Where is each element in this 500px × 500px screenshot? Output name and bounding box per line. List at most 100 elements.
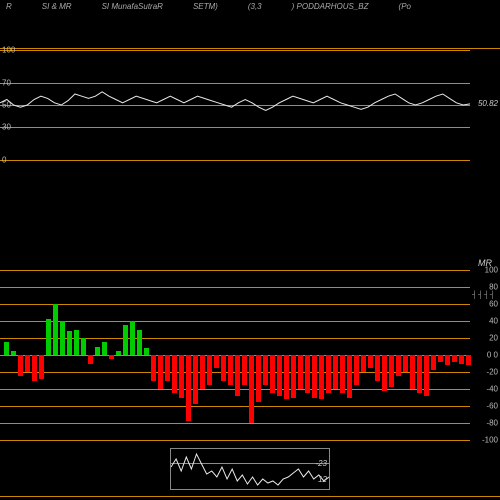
mr-bar <box>263 355 268 385</box>
axis-tick-label: 80 <box>489 283 498 292</box>
axis-tick-label: 20 <box>489 334 498 343</box>
hdr-6: (Po <box>399 2 411 11</box>
gridline <box>0 160 470 161</box>
mr-bar <box>389 355 394 387</box>
mr-bar <box>32 355 37 381</box>
mini-line-chart <box>171 449 329 489</box>
mr-bar <box>459 355 464 364</box>
mr-bar <box>151 355 156 381</box>
mr-bar <box>270 355 275 393</box>
mr-bar <box>123 325 128 355</box>
mini-panel: -23 12 <box>170 448 330 490</box>
gridline <box>0 304 470 305</box>
mr-bar <box>116 351 121 355</box>
mr-bar <box>18 355 23 376</box>
mr-bar <box>11 351 16 355</box>
gridline <box>0 406 470 407</box>
mr-bar <box>403 355 408 372</box>
axis-tick-label: 60 <box>489 300 498 309</box>
mr-bar <box>256 355 261 402</box>
mr-bar <box>39 355 44 379</box>
mr-bar <box>354 355 359 385</box>
axis-tick-label: 0 0 <box>487 351 498 360</box>
mr-bar <box>130 321 135 355</box>
mr-bar <box>207 355 212 385</box>
gridline <box>0 270 470 271</box>
mr-bar <box>452 355 457 362</box>
hdr-0: R <box>6 2 12 11</box>
rsi-value-label: 50.82 <box>478 99 498 108</box>
mr-bar <box>193 355 198 404</box>
mr-bar <box>228 355 233 385</box>
mr-bar <box>277 355 282 396</box>
mr-bar <box>466 355 471 365</box>
axis-tick-label: -20 <box>486 368 498 377</box>
mr-bar <box>67 331 72 355</box>
mr-bar <box>410 355 415 389</box>
mr-bar <box>172 355 177 393</box>
chart-header: R SI & MR SI MunafaSutraR SETM) (3,3 ) P… <box>0 0 500 13</box>
mr-bar <box>284 355 289 399</box>
mr-bar-panel: 100806040200 0-20-40-60-80-100 <box>0 270 470 440</box>
gridline <box>0 440 470 441</box>
mr-bar <box>305 355 310 393</box>
mr-bar <box>291 355 296 398</box>
hdr-5: ) PODDARHOUS_BZ <box>292 2 369 11</box>
mr-bar <box>109 355 114 359</box>
rsi-line-chart <box>0 50 470 160</box>
mr-bar <box>165 355 170 381</box>
axis-tick-label: -60 <box>486 402 498 411</box>
mr-bar <box>368 355 373 368</box>
mr-bar <box>382 355 387 391</box>
mr-bar <box>60 321 65 355</box>
mr-bar <box>242 355 247 385</box>
mr-bar <box>326 355 331 393</box>
mr-bar <box>235 355 240 396</box>
mr-bar <box>221 355 226 381</box>
hdr-1: SI & MR <box>42 2 72 11</box>
mini-value-label: -23 <box>315 459 327 468</box>
mr-bar <box>249 355 254 423</box>
axis-tick-label: -40 <box>486 385 498 394</box>
mr-bar <box>298 355 303 389</box>
mr-bar <box>25 355 30 372</box>
mr-bar <box>88 355 93 364</box>
mr-bar <box>333 355 338 389</box>
mr-bar <box>144 348 149 355</box>
mr-bar <box>319 355 324 399</box>
gridline <box>0 423 470 424</box>
axis-tick-label: -80 <box>486 419 498 428</box>
axis-tick-label: -100 <box>482 436 498 445</box>
mr-bar <box>375 355 380 381</box>
mr-bar <box>214 355 219 368</box>
mr-bar <box>445 355 450 365</box>
gridline <box>0 321 470 322</box>
axis-tick-label: 100 <box>485 266 498 275</box>
mr-bar <box>137 330 142 356</box>
mr-bar <box>74 330 79 356</box>
mr-bar <box>4 342 9 355</box>
tick-cluster: ┤┤┤┤ <box>472 292 496 299</box>
mr-bar <box>312 355 317 398</box>
mr-bar <box>438 355 443 362</box>
mr-bar <box>431 355 436 370</box>
mr-bar <box>179 355 184 398</box>
gridline <box>0 287 470 288</box>
mr-bar <box>361 355 366 372</box>
mini-value-label: 12 <box>318 475 327 484</box>
mr-bar <box>347 355 352 398</box>
mr-bar <box>417 355 422 393</box>
bottom-divider <box>0 496 500 497</box>
rsi-panel: 100705030050.82 <box>0 50 470 160</box>
mr-bar <box>186 355 191 421</box>
mr-bar <box>396 355 401 376</box>
mr-bar <box>340 355 345 393</box>
axis-tick-label: 40 <box>489 317 498 326</box>
mr-bar <box>46 319 51 355</box>
mr-bar <box>53 304 58 355</box>
mr-bar <box>424 355 429 396</box>
title-divider <box>0 48 500 49</box>
hdr-2: SI MunafaSutraR <box>102 2 163 11</box>
mr-bar <box>81 338 86 355</box>
hdr-4: (3,3 <box>248 2 262 11</box>
